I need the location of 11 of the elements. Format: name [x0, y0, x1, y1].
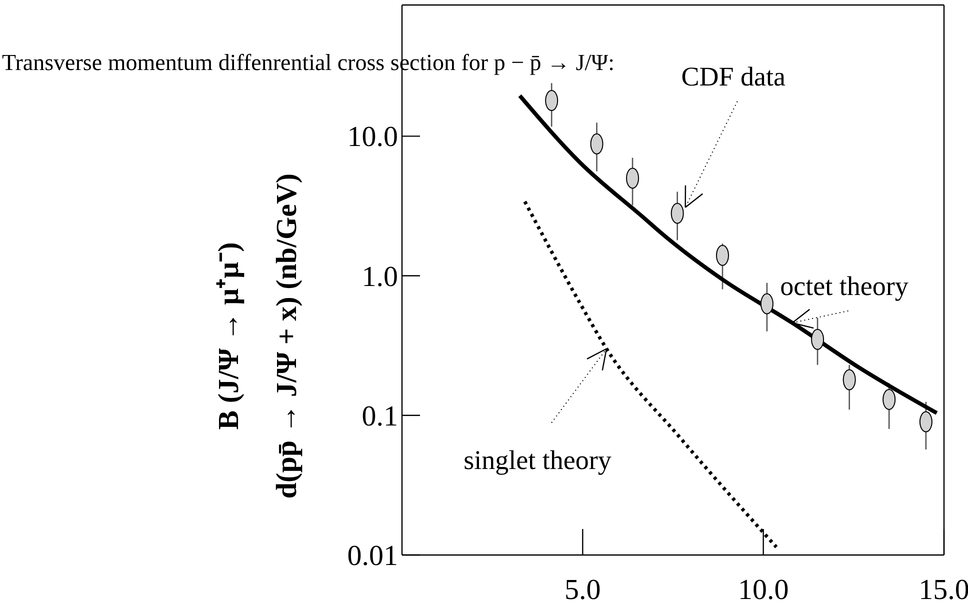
text: singlet theory [464, 444, 612, 475]
text: CDF data [681, 61, 786, 92]
y-axis-title: B (J/Ψ → μ⁺μ⁻) d(pp̄ → J/Ψ + x) (nb/GeV) [213, 173, 303, 499]
y-tick-label: 0.01 [347, 540, 398, 572]
y-tick-label: 10.0 [347, 121, 398, 154]
x-tick-label: 5.0 [564, 574, 601, 606]
x-tick-label: 10.0 [738, 574, 789, 606]
x-tick-label: 15.0 [918, 574, 968, 606]
y-tick-label: 0.1 [362, 400, 398, 432]
y-tick-label: 1.0 [362, 260, 398, 293]
series-label: octet theory [780, 270, 909, 301]
